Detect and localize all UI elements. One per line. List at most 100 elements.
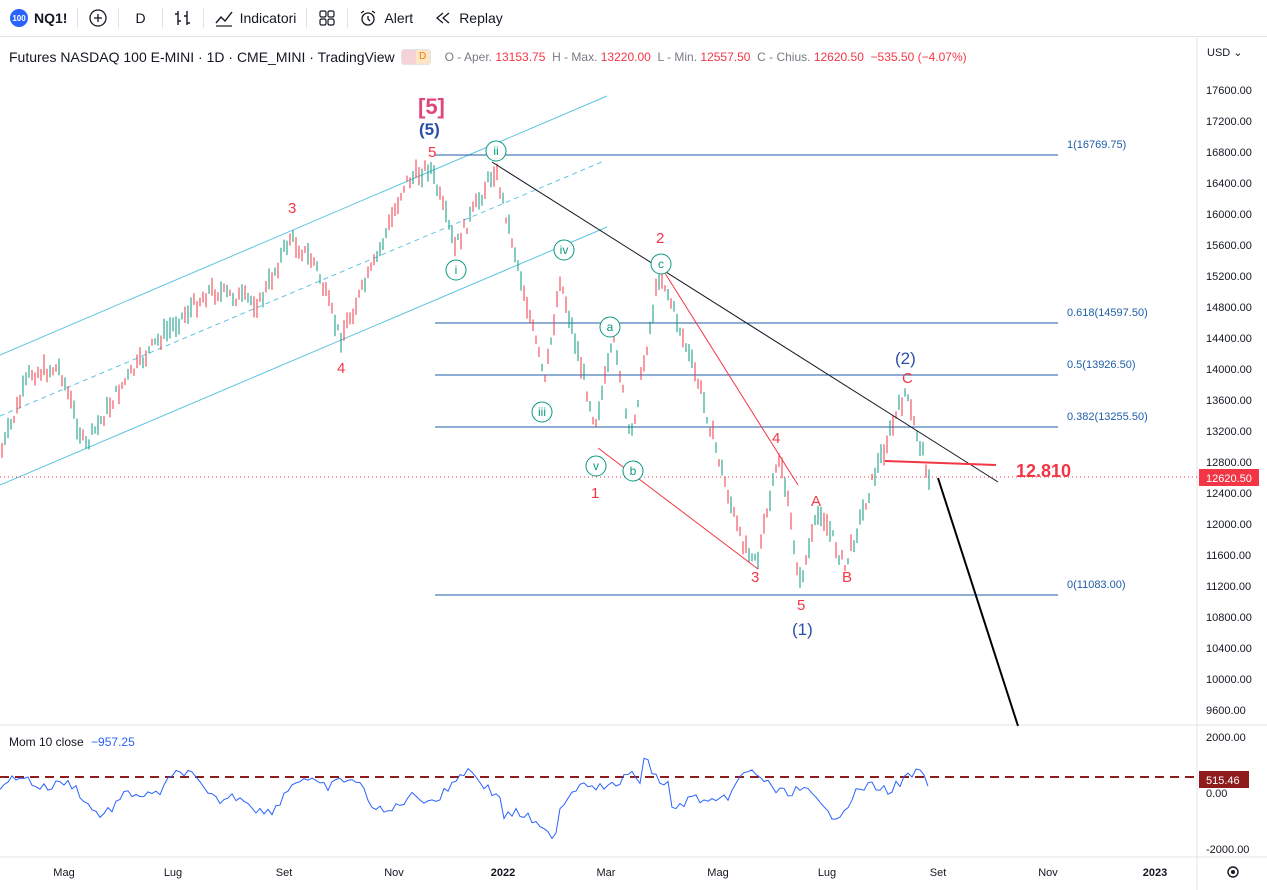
price-chart[interactable]: 17600.00 17200.00 16800.00 16400.00 16000.00… — [0, 38, 1267, 890]
time-tick-label: Nov — [384, 867, 404, 879]
fib-retracement[interactable]: 1(16769.75) 0.618(14597.50) 0.5(13926.50… — [435, 139, 1148, 596]
price-tick-label: 12800.00 — [1206, 457, 1252, 469]
price-tick-label: 12000.00 — [1206, 519, 1252, 531]
wave-label: 3 — [288, 200, 296, 217]
circle-wave-label: c — [650, 253, 672, 275]
rewind-icon — [436, 12, 450, 24]
currency-selector[interactable]: USD ⌄ — [1207, 46, 1243, 59]
svg-text:b: b — [630, 464, 637, 478]
price-tick-label: 10400.00 — [1206, 643, 1252, 655]
minor-wave-labels: ii i iv iii v a b c — [445, 140, 672, 482]
price-tick-label: 16800.00 — [1206, 147, 1252, 159]
wave-label: B — [842, 569, 852, 586]
price-tick-label: 14800.00 — [1206, 302, 1252, 314]
low-label: L - Min. — [657, 50, 698, 64]
price-tick-label: 15600.00 — [1206, 240, 1252, 252]
wave-label: [5] — [418, 94, 445, 119]
delay-badge-icon: D — [415, 50, 430, 64]
change-value: −535.50 (−4.07%) — [870, 50, 967, 64]
add-circle-icon — [89, 9, 108, 27]
circle-wave-label: b — [622, 460, 644, 482]
replay-button[interactable]: Replay — [423, 0, 513, 36]
channel-mid-line[interactable] — [0, 160, 605, 417]
indicators-icon — [215, 11, 233, 27]
time-tick-label: Mar — [597, 867, 616, 879]
fib-label: 0.5(13926.50) — [1067, 359, 1136, 371]
wave-label: 4 — [772, 430, 780, 447]
time-tick-label: Set — [930, 867, 947, 879]
wave-label: (2) — [895, 349, 916, 368]
toolbar-divider — [77, 8, 79, 28]
indicators-label: Indicatori — [239, 10, 297, 26]
chart-title: Futures NASDAQ 100 E-MINI · 1D · CME_MIN… — [9, 49, 395, 65]
fib-label: 0.618(14597.50) — [1067, 307, 1148, 319]
price-tick-label: 15200.00 — [1206, 271, 1252, 283]
momentum-label: Mom 10 close — [9, 735, 84, 749]
channel-lower-line[interactable] — [0, 226, 608, 486]
price-tick-label: 16000.00 — [1206, 209, 1252, 221]
price-tick-label: 14000.00 — [1206, 364, 1252, 376]
time-tick-label: Set — [276, 867, 293, 879]
circle-wave-label: iv — [553, 239, 575, 261]
symbol-name: NQ1! — [34, 10, 68, 26]
alert-button[interactable]: Alert — [348, 0, 423, 36]
time-tick-label: Lug — [818, 867, 836, 879]
momentum-legend[interactable]: Mom 10 close −957.25 — [9, 735, 135, 749]
parallel-channel[interactable] — [0, 95, 608, 486]
price-axis[interactable]: 17600.00 17200.00 16800.00 16400.00 16000.00… — [1206, 85, 1252, 717]
horizontal-level-line[interactable] — [884, 460, 997, 466]
interval-button[interactable]: D — [119, 0, 161, 36]
wave-label: 5 — [797, 597, 805, 614]
wave-label: (5) — [419, 120, 440, 139]
symbol-badge-icon: 100 — [10, 9, 28, 27]
ohlc-values: O - Aper. 13153.75 H - Max. 13220.00 L -… — [445, 50, 967, 64]
circle-wave-label: ii — [485, 140, 507, 162]
circle-wave-label: a — [599, 316, 621, 338]
wedge-upper-line[interactable] — [662, 269, 799, 486]
time-tick-label: Lug — [164, 867, 182, 879]
channel-upper-line[interactable] — [0, 95, 608, 356]
downtrend-line[interactable] — [491, 161, 999, 483]
momentum-tick-label: 0.00 — [1206, 788, 1227, 800]
momentum-tick-label: 2000.00 — [1206, 732, 1246, 744]
time-tick-label: 2022 — [491, 867, 515, 879]
price-tick-label: 17200.00 — [1206, 116, 1252, 128]
momentum-line — [0, 757, 929, 840]
level-text: 12.810 — [1016, 461, 1071, 481]
fib-label: 1(16769.75) — [1067, 139, 1126, 151]
wave-label: (1) — [792, 620, 813, 639]
svg-text:ii: ii — [493, 144, 498, 158]
price-tick-label: 17600.00 — [1206, 85, 1252, 97]
wave-label: A — [811, 493, 821, 510]
momentum-axis: 2000.00 0.00 -2000.00 — [1206, 732, 1249, 856]
svg-text:a: a — [607, 320, 614, 334]
chart-legend: Futures NASDAQ 100 E-MINI · 1D · CME_MIN… — [9, 49, 967, 65]
price-tick-label: 12400.00 — [1206, 488, 1252, 500]
top-toolbar: 100 NQ1! D Indicatori Alert Replay — [0, 0, 1267, 37]
momentum-tick-label: -2000.00 — [1206, 844, 1249, 856]
svg-text:v: v — [593, 459, 599, 473]
circle-wave-label: v — [585, 455, 607, 477]
toolbar-divider — [347, 8, 349, 28]
time-tick-label: Mag — [707, 867, 728, 879]
symbol-button[interactable]: 100 NQ1! — [0, 0, 77, 36]
indicators-button[interactable]: Indicatori — [204, 0, 307, 36]
close-value: 12620.50 — [813, 50, 864, 64]
projection-line[interactable] — [937, 477, 1019, 727]
chart-type-button[interactable] — [163, 0, 203, 36]
time-axis[interactable]: Mag Lug Set Nov 2022 Mar Mag Lug Set Nov 2023 — [53, 867, 1167, 879]
chevron-down-icon: ⌄ — [1233, 47, 1243, 59]
price-tick-label: 11200.00 — [1206, 581, 1251, 593]
svg-text:iv: iv — [560, 243, 569, 257]
wave-label: 3 — [751, 569, 759, 586]
wave-label: 2 — [656, 230, 664, 247]
chart-settings-gear-icon[interactable] — [1227, 866, 1239, 878]
alarm-clock-icon — [361, 10, 376, 26]
time-tick-label: Nov — [1038, 867, 1058, 879]
layouts-button[interactable] — [307, 0, 347, 36]
fib-label: 0.382(13255.50) — [1067, 411, 1148, 423]
high-value: 13220.00 — [600, 50, 651, 64]
compare-symbol-button[interactable] — [78, 0, 118, 36]
badge-left-icon — [401, 50, 416, 64]
interval-label: D — [135, 10, 146, 26]
